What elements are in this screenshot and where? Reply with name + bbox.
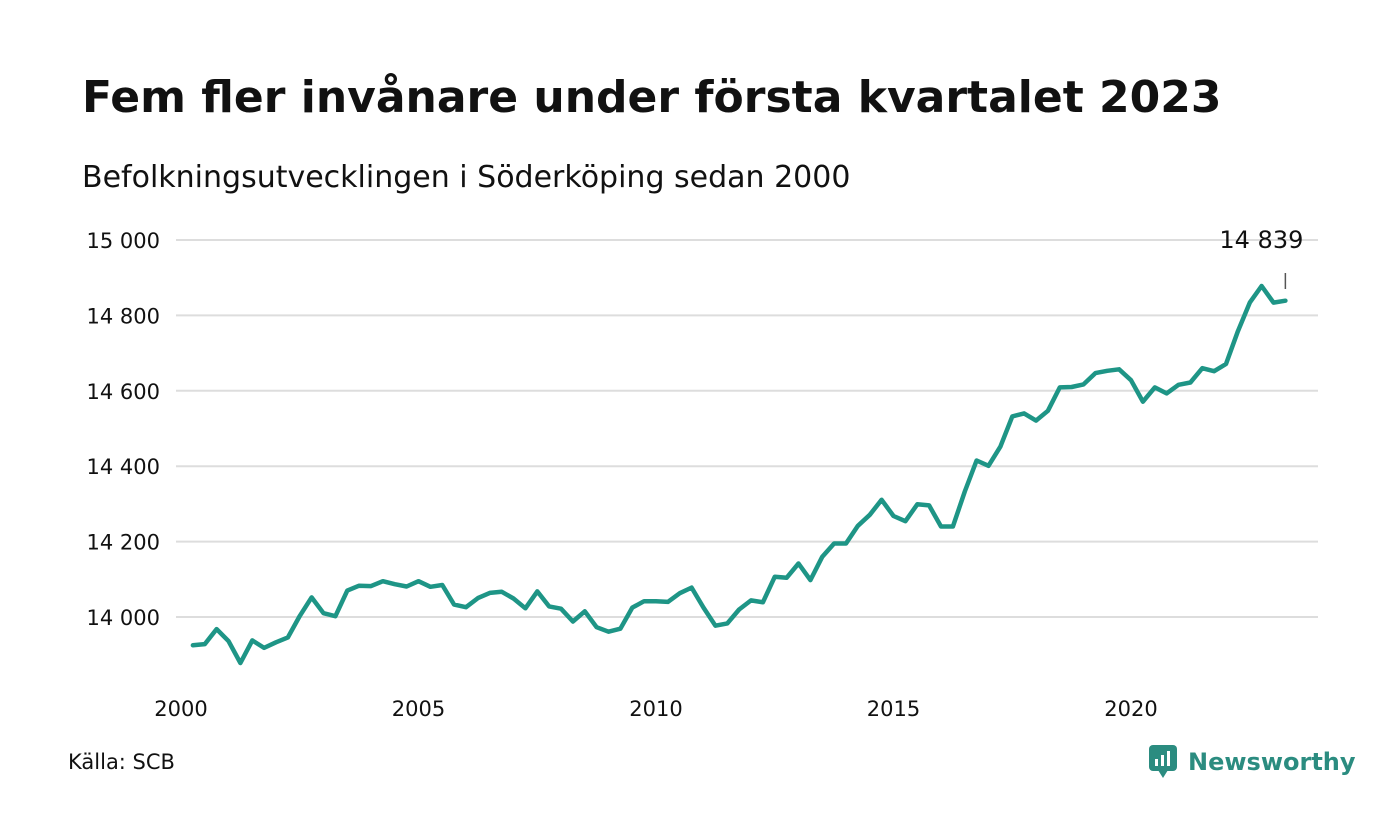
newsworthy-logo-icon <box>1149 745 1177 778</box>
brand-logo: Newsworthy <box>1148 744 1356 780</box>
y-tick-label: 14 800 <box>87 304 160 328</box>
y-tick-label: 14 600 <box>87 380 160 404</box>
source-note: Källa: SCB <box>68 750 175 774</box>
brand-name: Newsworthy <box>1188 748 1356 776</box>
grid-lines <box>176 239 1318 618</box>
chart-title: Fem fler invånare under första kvartalet… <box>82 72 1222 123</box>
series-line <box>190 283 1288 666</box>
x-tick-label: 2010 <box>629 697 682 721</box>
chart-subtitle: Befolkningsutvecklingen i Söderköping se… <box>82 160 851 195</box>
y-axis-tick-labels: 14 000 14 200 14 400 14 600 14 800 15 000 <box>87 229 160 630</box>
line-chart: 14 000 14 200 14 400 14 600 14 800 15 000 200… <box>87 226 1318 721</box>
x-tick-label: 2015 <box>867 697 920 721</box>
x-tick-label: 2000 <box>154 697 207 721</box>
y-tick-label: 14 000 <box>87 606 160 630</box>
x-tick-label: 2020 <box>1104 697 1157 721</box>
series-layer <box>190 283 1288 666</box>
y-tick-label: 15 000 <box>87 229 160 253</box>
y-tick-label: 14 200 <box>87 531 160 555</box>
x-axis-tick-labels: 2000 2005 2010 2015 2020 <box>154 697 1157 721</box>
annotations: 14 839 <box>1219 226 1303 289</box>
y-tick-label: 14 400 <box>87 455 160 479</box>
x-tick-label: 2005 <box>392 697 445 721</box>
annotation-label: 14 839 <box>1219 226 1303 254</box>
